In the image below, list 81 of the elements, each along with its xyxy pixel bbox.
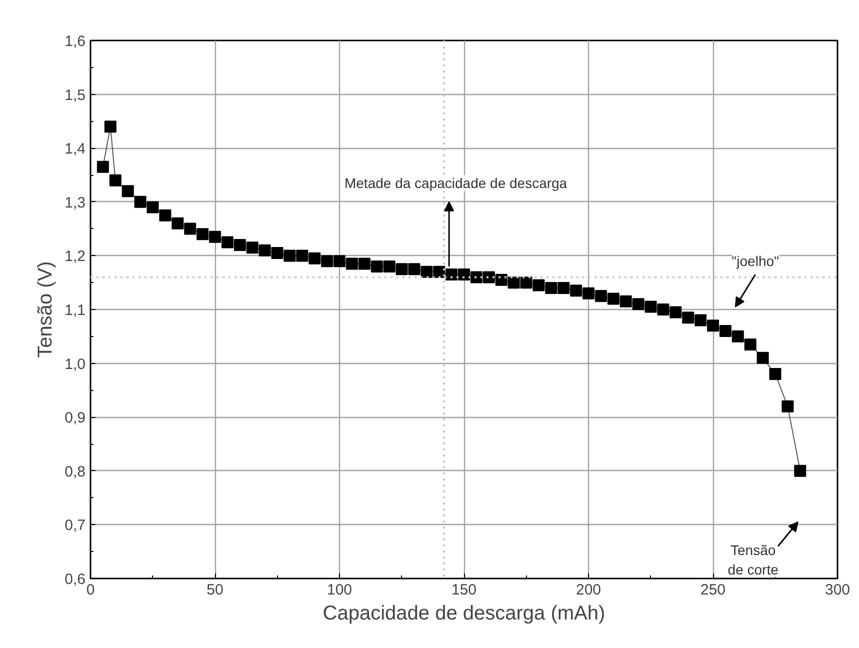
point — [607, 292, 620, 305]
y-tick-label: 1,6 — [64, 33, 86, 50]
point — [146, 201, 159, 214]
point — [321, 255, 334, 268]
point — [769, 368, 782, 380]
point — [396, 263, 408, 276]
point — [794, 464, 806, 477]
x-tick-label: 100 — [326, 582, 352, 598]
point — [508, 276, 520, 289]
x-tick-label: 200 — [576, 582, 602, 598]
point — [122, 185, 134, 198]
x-tick-label: 150 — [451, 582, 477, 598]
point — [234, 238, 246, 251]
point — [744, 338, 756, 350]
point — [184, 222, 196, 235]
point — [346, 258, 358, 270]
point — [756, 352, 769, 364]
point — [408, 263, 420, 276]
point — [558, 282, 570, 294]
x-tick-label: 300 — [824, 582, 850, 598]
point — [159, 209, 172, 222]
point — [470, 271, 482, 284]
y-tick-label: 1,2 — [64, 248, 86, 266]
point — [482, 271, 495, 284]
x-tick-label: 0 — [86, 582, 95, 598]
y-tick-label: 1,3 — [64, 194, 86, 212]
point — [657, 304, 670, 316]
point — [620, 295, 632, 308]
point — [458, 268, 470, 281]
point — [682, 312, 694, 324]
x-axis-title: Capacidade de descarga (mAh) — [322, 602, 606, 624]
point — [221, 236, 234, 248]
point — [532, 279, 545, 292]
point — [446, 268, 458, 281]
y-tick-label: 1,4 — [64, 140, 86, 158]
point — [196, 228, 209, 240]
point — [134, 196, 146, 208]
y-tick-label: 0,9 — [64, 410, 86, 427]
point — [732, 330, 744, 342]
annotation: Tensão de corte — [728, 542, 779, 578]
point — [308, 252, 321, 264]
point — [495, 274, 508, 286]
point — [358, 258, 370, 270]
y-tick-label: 0,8 — [64, 463, 86, 480]
x-tick-label: 50 — [206, 582, 224, 598]
x-tick-label: 250 — [700, 582, 726, 598]
y-tick-label: 1,0 — [64, 356, 86, 373]
point — [632, 298, 644, 310]
point — [271, 247, 284, 260]
point — [433, 266, 446, 278]
point — [644, 300, 657, 313]
point — [109, 174, 122, 186]
point — [570, 284, 582, 297]
point — [545, 282, 558, 294]
point — [694, 314, 707, 326]
y-tick-label: 1,1 — [64, 302, 86, 319]
point — [594, 290, 607, 302]
point — [258, 244, 271, 256]
point — [370, 260, 383, 272]
y-tick-label: 1,5 — [64, 86, 86, 104]
point — [284, 250, 296, 262]
point — [582, 287, 594, 300]
y-axis-title: Tensão (V) — [34, 261, 57, 358]
point — [670, 306, 682, 318]
point — [246, 242, 258, 254]
point — [782, 400, 794, 412]
point — [209, 230, 221, 243]
point — [296, 250, 308, 262]
point — [707, 320, 719, 332]
annotation: Metade da capacidade de descarga — [344, 175, 568, 192]
point — [520, 276, 532, 289]
point — [172, 217, 184, 230]
point — [719, 325, 732, 338]
y-tick-label: 0,6 — [64, 571, 86, 588]
point — [420, 266, 433, 278]
point — [104, 120, 116, 133]
y-tick-label: 0,7 — [64, 517, 86, 534]
annotation: "joelho" — [732, 253, 780, 270]
point — [334, 255, 346, 268]
point — [383, 260, 396, 272]
point — [96, 160, 109, 173]
